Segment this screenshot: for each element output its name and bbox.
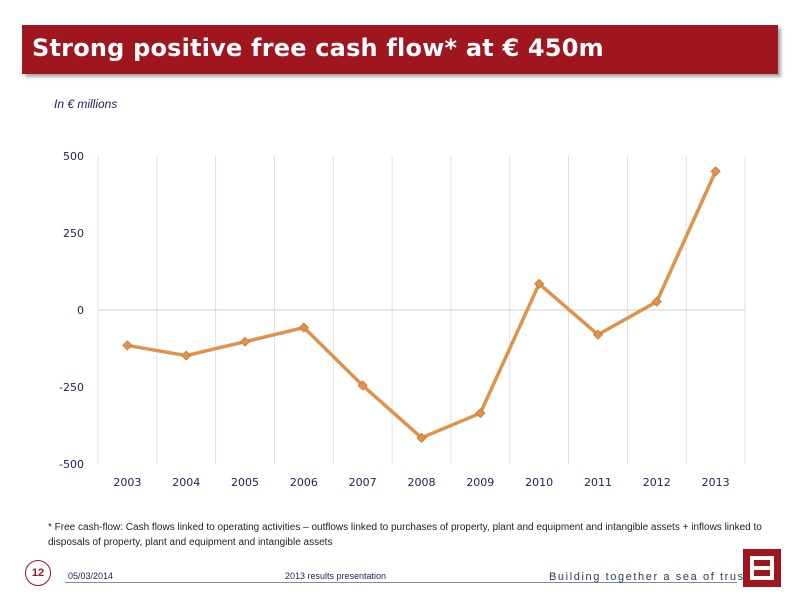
footer-divider <box>65 582 737 583</box>
b-logo-icon <box>743 549 781 587</box>
units-label: In € millions <box>54 97 118 111</box>
data-point <box>298 322 309 333</box>
data-point <box>475 408 486 419</box>
y-tick-label: -500 <box>59 458 84 471</box>
data-point <box>122 340 133 351</box>
x-tick-label: 2004 <box>172 476 200 489</box>
x-tick-label: 2009 <box>466 476 494 489</box>
y-axis-ticks: 500 250 0 -250 -500 <box>59 150 84 471</box>
y-tick-label: 250 <box>63 227 84 240</box>
data-point <box>181 350 192 361</box>
x-tick-label: 2005 <box>231 476 259 489</box>
data-point <box>239 336 251 347</box>
data-point <box>416 432 427 443</box>
x-tick-label: 2003 <box>113 476 141 489</box>
y-tick-label: 0 <box>77 304 84 317</box>
title-bar: Strong positive free cash flow* at € 450… <box>22 25 778 74</box>
chart-series <box>122 166 721 443</box>
data-point <box>534 278 545 289</box>
y-tick-label: -250 <box>59 381 84 394</box>
y-tick-label: 500 <box>63 150 84 163</box>
x-tick-label: 2006 <box>290 476 318 489</box>
x-axis-ticks: 2003 2004 2005 2006 2007 2008 2009 2010 2011 2012… <box>113 476 729 489</box>
footnote: * Free cash-flow: Cash flows linked to o… <box>48 522 762 548</box>
page-number: 12 <box>25 560 51 586</box>
x-tick-label: 2013 <box>702 476 730 489</box>
data-point <box>592 329 604 340</box>
footer-tagline: Building together a sea of trust <box>549 571 750 583</box>
free-cash-flow-chart: 500 250 0 -250 -500 2003 2004 2005 2006 2007 2008… <box>59 150 746 489</box>
x-tick-label: 2008 <box>408 476 436 489</box>
data-point <box>651 296 662 307</box>
footer-presentation-name: 2013 results presentation <box>285 571 387 581</box>
x-tick-label: 2011 <box>584 476 612 489</box>
data-point <box>357 380 368 391</box>
data-point <box>710 166 721 177</box>
x-tick-label: 2012 <box>643 476 671 489</box>
x-tick-label: 2010 <box>525 476 553 489</box>
chart-grid <box>97 156 746 464</box>
footer-date: 05/03/2014 <box>68 571 114 581</box>
x-tick-label: 2007 <box>349 476 377 489</box>
page-title: Strong positive free cash flow* at € 450… <box>32 34 604 62</box>
